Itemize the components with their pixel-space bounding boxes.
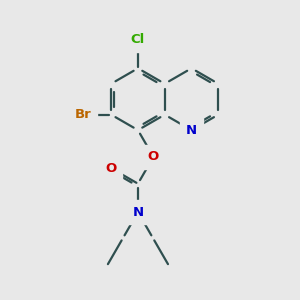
Text: N: N [132,206,143,219]
Text: O: O [106,162,117,175]
Text: Cl: Cl [131,33,145,46]
Text: N: N [186,124,197,136]
Text: O: O [148,150,159,164]
Text: Br: Br [74,108,91,121]
